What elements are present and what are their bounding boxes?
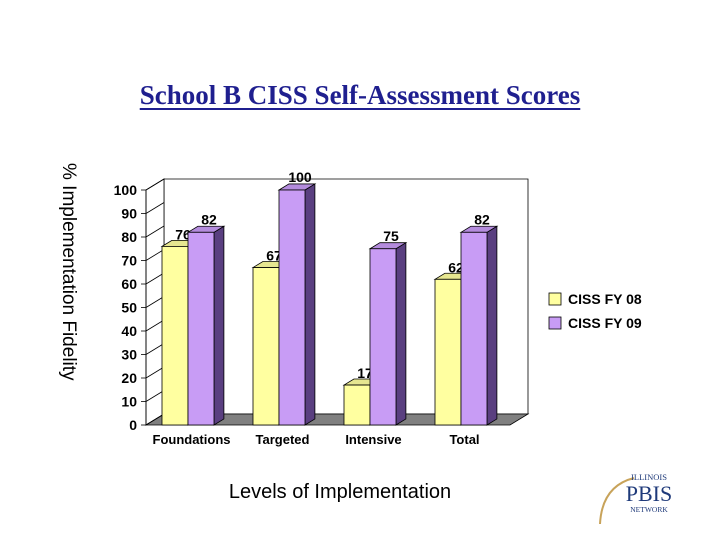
bar bbox=[343, 384, 371, 426]
y-tick-label: 70 bbox=[121, 253, 137, 269]
y-tick-label: 50 bbox=[121, 300, 137, 316]
illinois-pbis-logo: ILLINOIS PBIS NETWORK bbox=[599, 472, 672, 525]
y-gridline-depth bbox=[145, 202, 165, 214]
y-gridline-depth bbox=[145, 272, 165, 285]
bar-side bbox=[304, 183, 316, 426]
y-tick-label: 100 bbox=[114, 182, 138, 198]
y-gridline-depth bbox=[145, 343, 165, 355]
x-tick-label: Intensive bbox=[345, 432, 401, 447]
y-gridline-depth bbox=[145, 296, 165, 308]
legend-swatch bbox=[548, 316, 562, 330]
data-label: 67 bbox=[266, 248, 282, 264]
y-tick-label: 80 bbox=[121, 229, 137, 245]
bar bbox=[161, 245, 189, 426]
data-label: 76 bbox=[175, 226, 191, 242]
logo-line2: PBIS bbox=[626, 481, 672, 506]
bar-side bbox=[486, 225, 498, 426]
y-gridline-depth bbox=[145, 319, 165, 332]
y-tick-label: 60 bbox=[121, 276, 137, 292]
x-tick-label: Total bbox=[449, 432, 479, 447]
y-gridline-depth bbox=[145, 249, 165, 261]
y-axis-label: % Implementation Fidelity bbox=[58, 163, 79, 381]
bar-side bbox=[395, 241, 407, 426]
y-tick-label: 40 bbox=[121, 323, 137, 339]
y-tick-label: 0 bbox=[129, 417, 137, 433]
data-label: 82 bbox=[474, 211, 490, 227]
bar bbox=[252, 267, 280, 426]
bar bbox=[460, 231, 488, 426]
bar bbox=[187, 231, 215, 426]
x-tick-label: Foundations bbox=[153, 432, 231, 447]
bar bbox=[278, 189, 306, 426]
legend-swatch bbox=[548, 292, 562, 306]
x-tick-label: Targeted bbox=[256, 432, 310, 447]
y-tick-label: 20 bbox=[121, 370, 137, 386]
y-gridline-depth bbox=[145, 178, 165, 191]
y-gridline-depth bbox=[145, 390, 165, 402]
bar bbox=[434, 278, 462, 426]
legend-entry: CISS FY 09 bbox=[568, 315, 642, 331]
data-label: 17 bbox=[357, 365, 373, 381]
y-gridline-depth bbox=[145, 413, 165, 426]
bar-side bbox=[213, 225, 225, 426]
logo-line3: NETWORK bbox=[630, 505, 668, 514]
y-tick-label: 90 bbox=[121, 206, 137, 222]
data-label: 75 bbox=[383, 228, 399, 244]
logo-swoosh bbox=[599, 477, 635, 525]
chart-title: School B CISS Self-Assessment Scores bbox=[139, 80, 581, 110]
y-gridline-depth bbox=[145, 366, 165, 379]
data-label: 62 bbox=[448, 259, 464, 275]
y-tick-label: 30 bbox=[121, 347, 137, 363]
y-tick-label: 10 bbox=[121, 394, 137, 410]
y-gridline-depth bbox=[145, 225, 165, 238]
legend-entry: CISS FY 08 bbox=[568, 291, 642, 307]
data-label: 100 bbox=[288, 169, 312, 185]
logo-line1: ILLINOIS bbox=[631, 472, 667, 482]
x-axis-label: Levels of Implementation bbox=[228, 481, 452, 503]
bar bbox=[369, 248, 397, 426]
data-label: 82 bbox=[201, 211, 217, 227]
